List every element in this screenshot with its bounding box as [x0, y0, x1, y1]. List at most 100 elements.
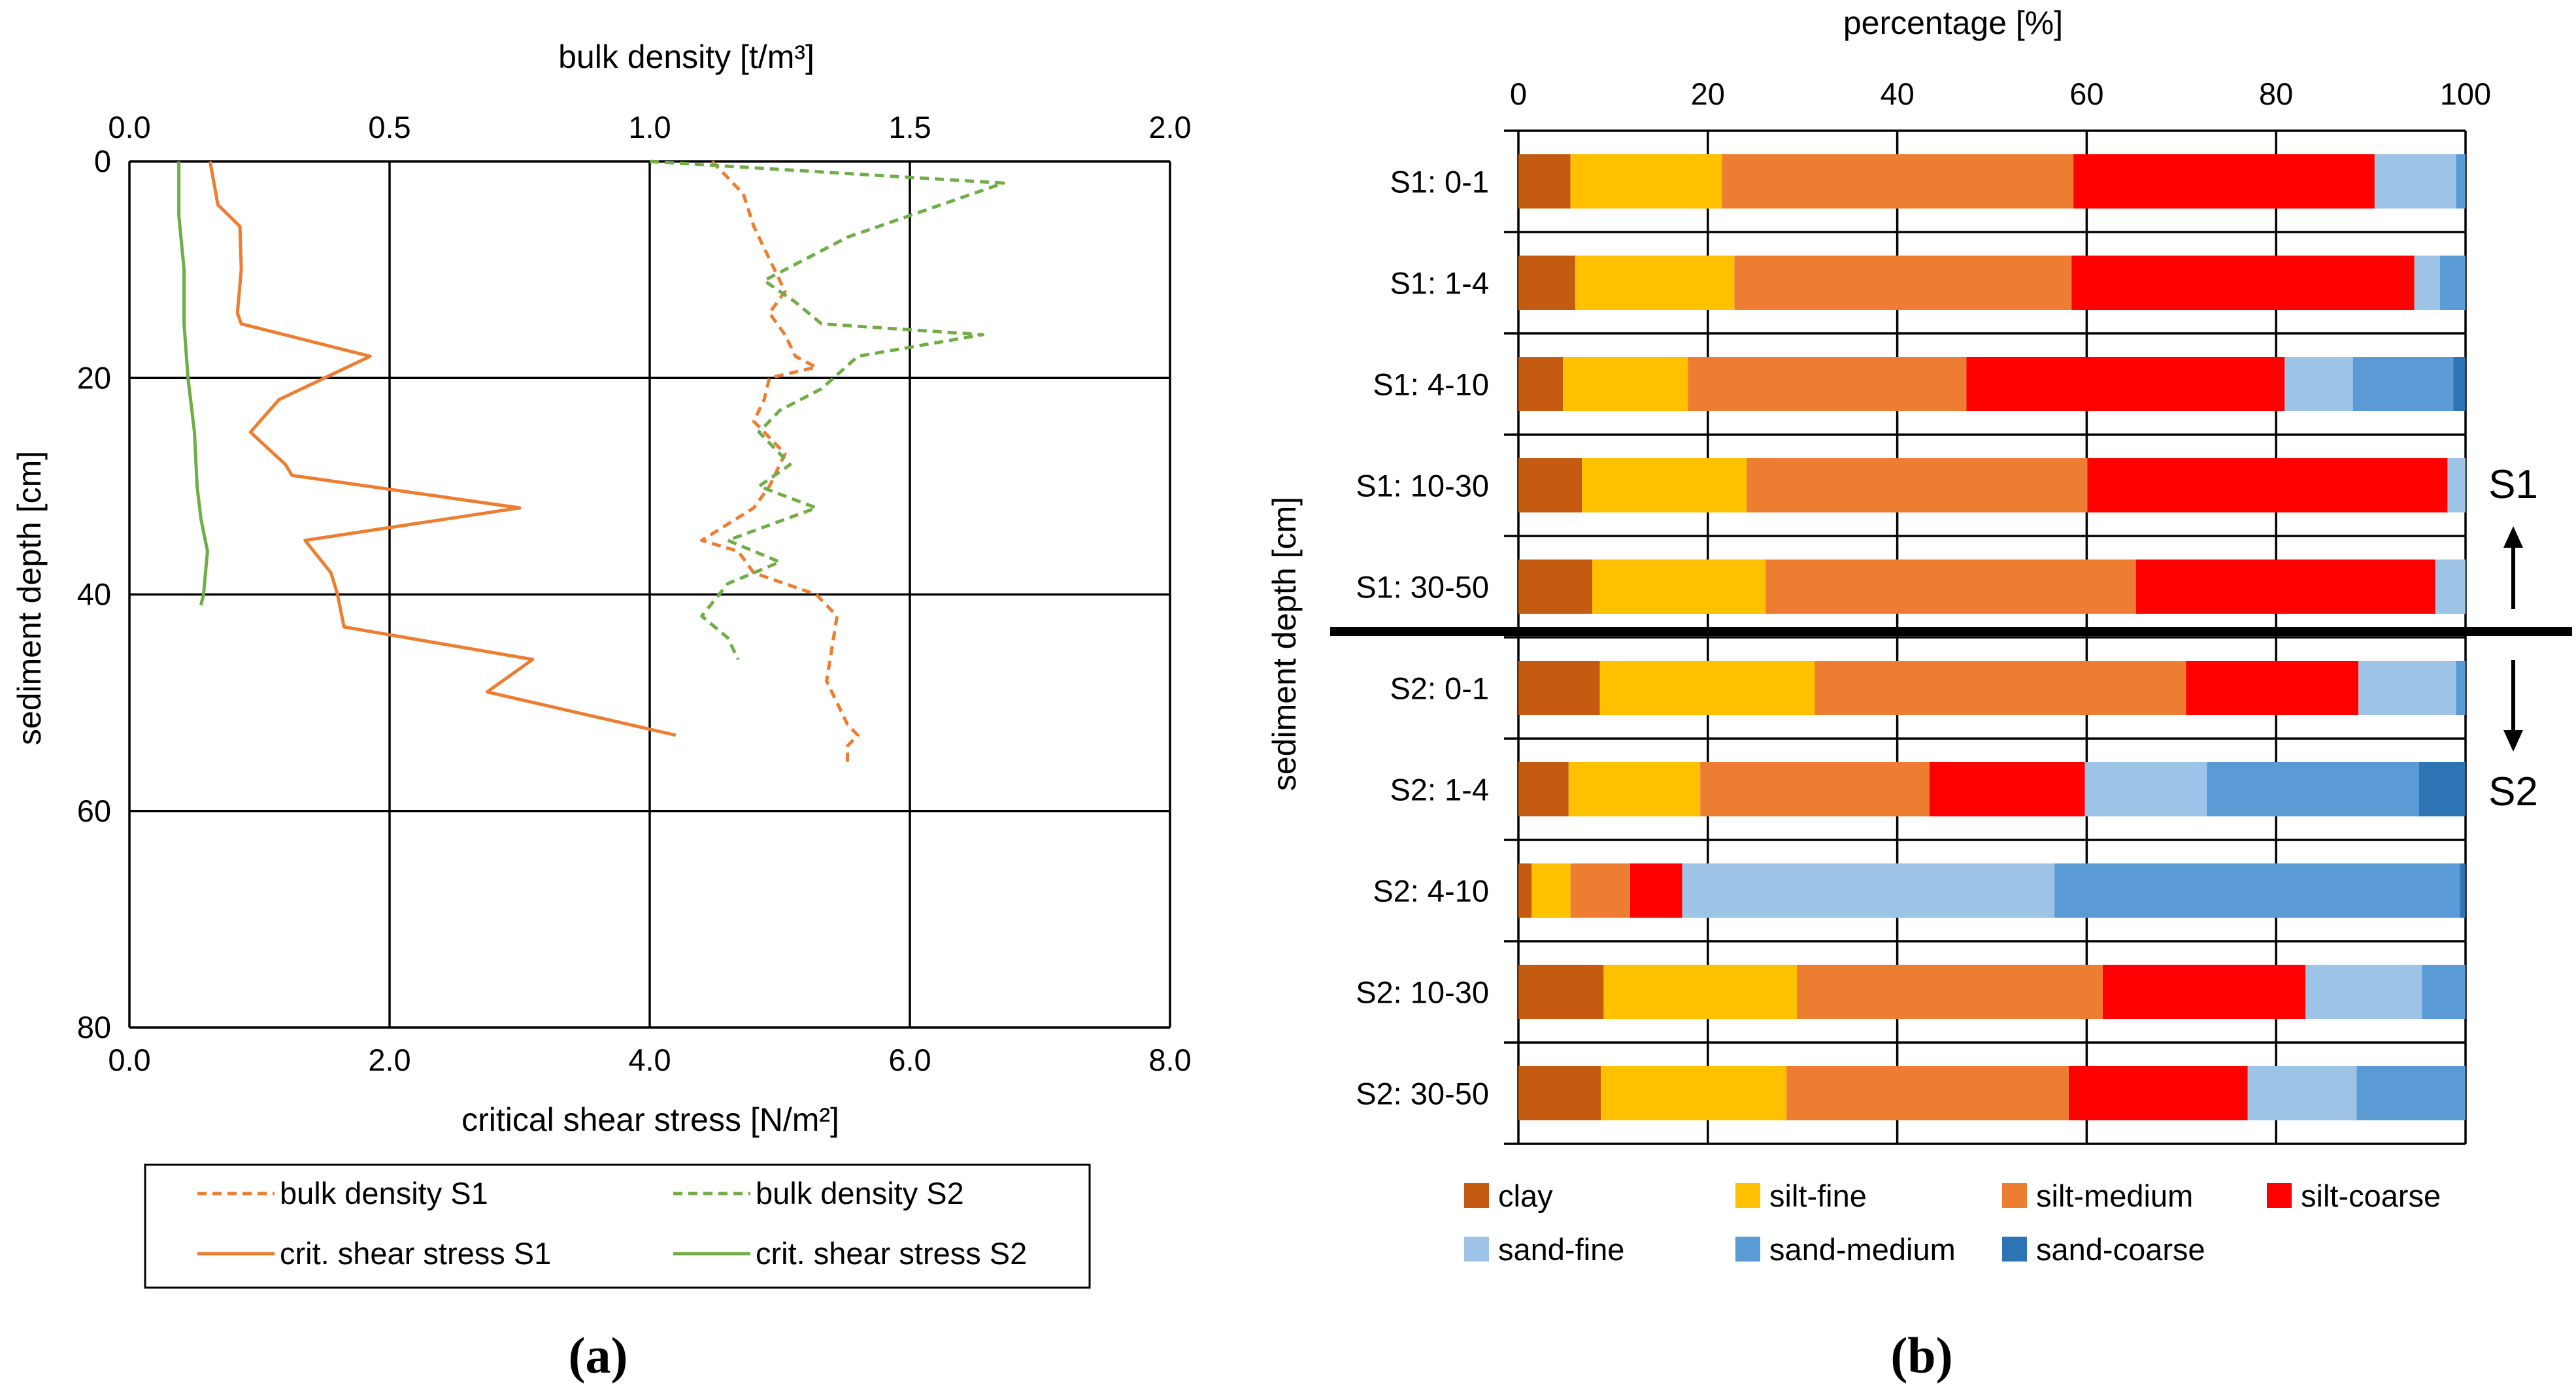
- b-x-tick-label: 80: [2259, 76, 2293, 111]
- series-line-bulk-density-s1: [700, 160, 860, 768]
- bar-segment-silt-medium: [1570, 863, 1630, 918]
- b-x-tick-label: 0: [1510, 76, 1527, 111]
- bar-segment-silt-medium: [1747, 458, 2088, 512]
- legend-label-silt-coarse: silt-coarse: [2301, 1178, 2441, 1213]
- bar-segment-sand-coarse: [2419, 762, 2466, 816]
- legend-swatch-clay: [1464, 1183, 1489, 1208]
- legend-a-frame: [144, 1163, 1091, 1289]
- a-top-tick-label: 0.0: [108, 110, 150, 144]
- bar-segment-sand-fine: [2447, 458, 2466, 512]
- bar-segment-sand-fine: [2247, 1066, 2357, 1120]
- bar-segment-sand-medium: [2054, 863, 2460, 918]
- bar-segment-silt-medium: [1700, 762, 1930, 816]
- bar-segment-sand-medium: [2456, 661, 2466, 715]
- bar-segment-sand-medium: [2422, 965, 2466, 1019]
- legend-label-sand-coarse: sand-coarse: [2036, 1232, 2205, 1267]
- bar-segment-clay: [1518, 560, 1592, 614]
- a-bottom-tick-label: 4.0: [628, 1043, 671, 1077]
- panel-a-grid: [128, 160, 1171, 1029]
- a-y-tick-label: 20: [77, 360, 111, 395]
- legend-swatch-silt-medium: [2002, 1183, 2027, 1208]
- bar-segment-sand-coarse: [2460, 863, 2466, 918]
- panel-a-label: (a): [569, 1327, 628, 1384]
- b-category-label: S1: 10-30: [1356, 469, 1489, 503]
- b-x-tick-label: 40: [1880, 76, 1914, 111]
- bar-segment-clay: [1518, 661, 1600, 715]
- b-category-label: S1: 30-50: [1356, 570, 1489, 605]
- b-y-axis-label: sediment depth [cm]: [1266, 497, 1303, 791]
- bar-segment-silt-coarse: [2103, 965, 2306, 1019]
- bar-segment-silt-coarse: [2186, 661, 2359, 715]
- bar-segment-silt-fine: [1563, 357, 1688, 411]
- bar-segment-silt-fine: [1531, 863, 1571, 918]
- b-x-tick-label: 100: [2440, 76, 2491, 111]
- a-y-tick-label: 40: [77, 577, 111, 612]
- bar-segment-sand-fine: [1682, 863, 2055, 918]
- b-category-label: S1: 1-4: [1390, 266, 1489, 301]
- bar-segment-silt-medium: [1734, 256, 2072, 310]
- arrow-up-icon: [2503, 526, 2523, 609]
- bar-segment-silt-fine: [1570, 154, 1722, 209]
- bottom-axis-label: critical shear stress [N/m²]: [461, 1101, 839, 1138]
- bar-segment-sand-medium: [2439, 256, 2466, 310]
- bar-segment-sand-medium: [2207, 762, 2419, 816]
- bar-segment-silt-medium: [1815, 661, 2186, 715]
- bar-segment-silt-fine: [1601, 1066, 1787, 1120]
- b-category-label: S2: 1-4: [1390, 773, 1489, 807]
- bar-segment-silt-coarse: [1966, 357, 2285, 411]
- legend-swatch-sand-medium: [1735, 1237, 1760, 1262]
- series-line-crit-shear-stress-s2: [177, 161, 209, 606]
- bar-segment-clay: [1518, 256, 1575, 310]
- bar-segment-sand-fine: [2358, 661, 2456, 715]
- bar-segment-sand-fine: [2305, 965, 2422, 1019]
- bar-segment-silt-coarse: [2068, 1066, 2248, 1120]
- bar-segment-silt-medium: [1797, 965, 2103, 1019]
- a-top-tick-label: 0.5: [368, 110, 410, 144]
- panel-a-series: [177, 159, 1005, 768]
- bar-segment-sand-fine: [2435, 560, 2466, 614]
- legend-label-sand-medium: sand-medium: [1769, 1232, 1956, 1267]
- bar-segment-silt-coarse: [2073, 154, 2375, 209]
- bar-segment-silt-medium: [1722, 154, 2074, 209]
- bar-segment-clay: [1518, 863, 1532, 918]
- a-top-tick-label: 1.0: [628, 110, 671, 144]
- bar-segment-silt-coarse: [2071, 256, 2415, 310]
- b-category-label: S2: 30-50: [1356, 1077, 1489, 1111]
- legend-label-clay: clay: [1498, 1178, 1553, 1213]
- bar-segment-clay: [1518, 965, 1604, 1019]
- legend-label-crit-shear-s2: crit. shear stress S2: [756, 1236, 1027, 1271]
- legend-label-silt-medium: silt-medium: [2036, 1178, 2193, 1213]
- a-top-tick-label: 2.0: [1148, 110, 1191, 144]
- group-label-s1: S1: [2488, 462, 2538, 507]
- a-bottom-tick-label: 2.0: [368, 1043, 410, 1077]
- legend-b: clay silt-fine silt-medium silt-coarse sand-…: [1464, 1178, 2441, 1267]
- a-y-tick-label: 60: [77, 794, 111, 828]
- top-axis-label: bulk density [t/m³]: [558, 39, 814, 75]
- legend-swatch-sand-fine: [1464, 1237, 1489, 1262]
- bar-segment-silt-medium: [1688, 357, 1967, 411]
- legend-a: bulk density S1 bulk density S2 crit. sh…: [144, 1163, 1091, 1289]
- legend-label-bulk-density-s1: bulk density S1: [280, 1176, 488, 1211]
- bar-segment-silt-fine: [1568, 762, 1701, 816]
- bar-segment-silt-fine: [1599, 661, 1815, 715]
- legend-swatch-silt-coarse: [2267, 1183, 2292, 1208]
- bar-segment-silt-fine: [1582, 458, 1747, 512]
- bar-segment-silt-coarse: [1929, 762, 2085, 816]
- bar-segment-clay: [1518, 458, 1582, 512]
- b-x-axis-label: percentage [%]: [1843, 5, 2063, 41]
- a-top-tick-label: 1.5: [888, 110, 931, 144]
- b-category-label: S1: 0-1: [1390, 165, 1489, 199]
- bar-segment-clay: [1518, 762, 1569, 816]
- bar-segment-silt-fine: [1592, 560, 1766, 614]
- b-category-label: S2: 10-30: [1356, 975, 1489, 1010]
- bar-segment-silt-coarse: [2087, 458, 2448, 512]
- b-category-label: S2: 4-10: [1373, 874, 1489, 909]
- bar-segment-sand-medium: [2456, 154, 2466, 209]
- bar-segment-sand-medium: [2352, 357, 2454, 411]
- group-label-s2: S2: [2488, 769, 2538, 814]
- bar-segment-silt-medium: [1765, 560, 2136, 614]
- b-category-label: S2: 0-1: [1390, 671, 1489, 706]
- a-bottom-tick-label: 0.0: [108, 1043, 150, 1077]
